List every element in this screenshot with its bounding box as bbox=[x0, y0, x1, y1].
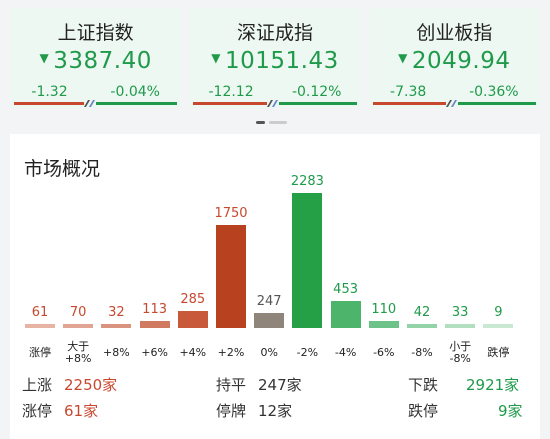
bar-value-label: 110 bbox=[371, 302, 397, 318]
index-value: ▼ 3387.40 bbox=[39, 48, 152, 74]
bar-value-label: 9 bbox=[494, 305, 503, 320]
ratio-separator bbox=[446, 102, 458, 105]
rise-fall-ratio-bar bbox=[14, 102, 178, 105]
bar-category-label: 涨停 bbox=[29, 346, 51, 359]
market-overview-panel: 市场概况 61 涨停 70 大于 +8% 32 +8% 113 +6% 285 +4% 1750 +2%… bbox=[10, 134, 540, 439]
flat-label: 持平 bbox=[216, 376, 247, 394]
flat-value: 247家 bbox=[258, 376, 302, 394]
bar-value-label: 61 bbox=[31, 305, 49, 320]
index-card-shanghai[interactable]: 上证指数 ▼ 3387.40 -1.32 -0.04% bbox=[10, 8, 182, 108]
bar-value-label: 32 bbox=[108, 305, 125, 320]
fall-ratio-segment bbox=[458, 102, 536, 105]
index-name: 上证指数 bbox=[57, 22, 134, 44]
bar-category-label: 大于 +8% bbox=[64, 340, 92, 365]
chart-bar bbox=[407, 324, 437, 328]
bar-value-label: 42 bbox=[413, 305, 431, 320]
index-change: -1.32 bbox=[31, 84, 68, 100]
bar-value-label: 70 bbox=[69, 304, 87, 320]
down-arrow-icon: ▼ bbox=[398, 51, 408, 65]
bar-category-label: +4% bbox=[179, 346, 207, 359]
bar-value-label: 33 bbox=[451, 305, 469, 320]
bar-category-label: -6% bbox=[373, 346, 395, 359]
chart-bar bbox=[292, 193, 323, 328]
bar-category-label: 跌停 bbox=[487, 346, 510, 359]
chart-bar bbox=[254, 313, 285, 328]
bar-category-label: 小于 -8% bbox=[449, 340, 472, 365]
index-change-pct: -0.04% bbox=[110, 84, 160, 100]
bar-category-label: -2% bbox=[296, 346, 319, 359]
chart-bar bbox=[101, 324, 132, 328]
bar-category-label: +2% bbox=[217, 346, 245, 359]
index-changes: -12.12 -0.12% bbox=[189, 84, 360, 100]
index-value: ▼ 10151.43 bbox=[211, 48, 339, 74]
pager-dot[interactable] bbox=[269, 121, 287, 124]
rise-ratio-segment bbox=[14, 102, 85, 105]
ratio-separator bbox=[84, 102, 96, 105]
chart-bar bbox=[25, 324, 55, 328]
bar-category-label: 0% bbox=[260, 346, 278, 359]
bar-value-label: 1750 bbox=[214, 205, 248, 221]
rise-value: 2250家 bbox=[64, 376, 118, 394]
fall-value: 2921家 bbox=[466, 376, 520, 394]
bar-category-label: -8% bbox=[411, 346, 433, 359]
index-name: 创业板指 bbox=[416, 22, 493, 44]
rise-ratio-segment bbox=[193, 102, 267, 105]
chart-bar bbox=[63, 323, 94, 328]
index-change-pct: -0.36% bbox=[469, 84, 519, 100]
rise-fall-ratio-bar bbox=[372, 102, 536, 105]
suspend-value: 12家 bbox=[258, 402, 293, 420]
down-arrow-icon: ▼ bbox=[39, 51, 50, 65]
panel-title: 市场概况 bbox=[24, 158, 101, 180]
index-change-pct: -0.12% bbox=[291, 84, 342, 100]
rise-fall-ratio-bar bbox=[193, 102, 357, 105]
fall-label: 下跌 bbox=[408, 376, 439, 394]
chart-bar bbox=[483, 324, 514, 328]
rise-fall-distribution-chart: 61 涨停 70 大于 +8% 32 +8% 113 +6% 285 +4% 1750 +2% 247 0%… bbox=[10, 134, 540, 439]
index-name: 深证成指 bbox=[236, 22, 313, 44]
index-change: -7.38 bbox=[390, 84, 427, 100]
index-value: ▼ 2049.94 bbox=[398, 48, 511, 74]
ratio-separator bbox=[267, 102, 279, 105]
pager-dot-active[interactable] bbox=[256, 121, 265, 124]
bar-value-label: 247 bbox=[256, 294, 282, 310]
bar-category-label: +6% bbox=[141, 346, 168, 359]
limit-up-label: 涨停 bbox=[22, 402, 53, 420]
down-arrow-icon: ▼ bbox=[211, 51, 221, 65]
index-card-shenzhen[interactable]: 深证成指 ▼ 10151.43 -12.12 -0.12% bbox=[189, 8, 361, 108]
index-changes: -7.38 -0.36% bbox=[369, 84, 540, 100]
bar-category-label: -4% bbox=[334, 346, 357, 359]
index-card-chinext[interactable]: 创业板指 ▼ 2049.94 -7.38 -0.36% bbox=[368, 8, 540, 108]
bar-value-label: 285 bbox=[180, 292, 206, 308]
card-pager[interactable] bbox=[256, 121, 287, 124]
fall-ratio-segment bbox=[278, 102, 357, 105]
chart-bar bbox=[139, 321, 170, 328]
bar-value-label: 453 bbox=[333, 282, 358, 298]
index-change: -12.12 bbox=[208, 84, 254, 100]
chart-bar bbox=[445, 324, 476, 328]
limit-up-value: 61家 bbox=[64, 402, 99, 420]
limit-down-label: 跌停 bbox=[408, 402, 439, 420]
bar-value-label: 2283 bbox=[290, 174, 324, 189]
bar-value-label: 113 bbox=[142, 302, 167, 318]
chart-bar bbox=[368, 321, 399, 328]
fall-ratio-segment bbox=[96, 102, 178, 105]
suspend-label: 停牌 bbox=[216, 402, 247, 420]
limit-down-value: 9家 bbox=[498, 402, 523, 420]
chart-bar bbox=[177, 311, 208, 328]
chart-bar bbox=[216, 224, 246, 328]
rise-ratio-segment bbox=[372, 102, 447, 105]
bar-category-label: +8% bbox=[103, 346, 130, 359]
index-changes: -1.32 -0.04% bbox=[10, 84, 181, 100]
chart-bar bbox=[330, 301, 361, 328]
rise-label: 上涨 bbox=[22, 376, 53, 394]
index-cards: 上证指数 ▼ 3387.40 -1.32 -0.04% 深证成指 ▼ 10151.4… bbox=[10, 8, 540, 108]
